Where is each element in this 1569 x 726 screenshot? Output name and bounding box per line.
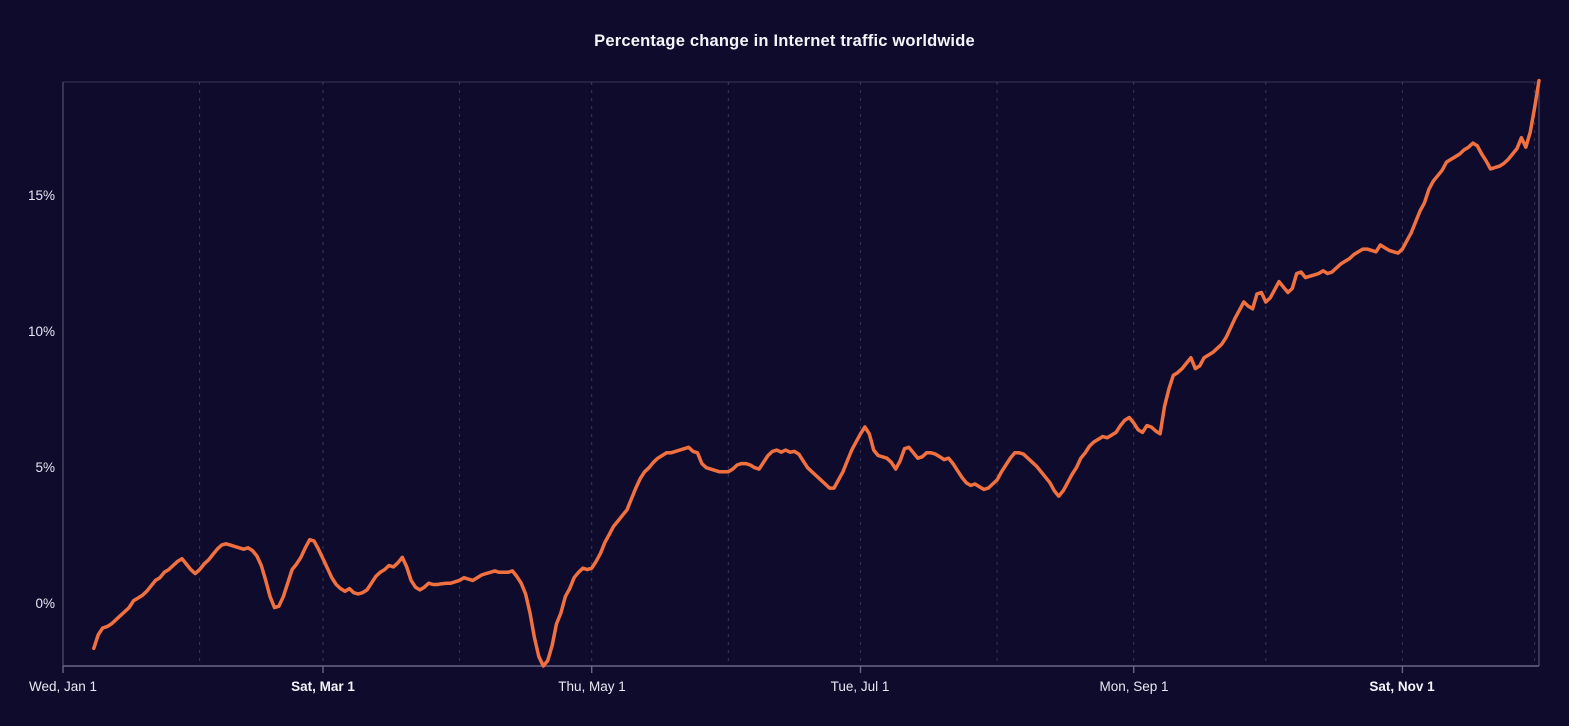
x-tick-label: Sat, Mar 1 xyxy=(291,679,355,694)
x-tick-label: Thu, May 1 xyxy=(558,679,626,694)
y-tick-label: 15% xyxy=(27,188,55,203)
traffic-line-series[interactable] xyxy=(92,78,1541,668)
plot-borders xyxy=(62,81,1540,667)
x-tick-label: Mon, Sep 1 xyxy=(1099,679,1169,694)
y-tick-label: 0% xyxy=(35,596,55,611)
x-tick-label: Tue, Jul 1 xyxy=(830,679,890,694)
y-tick-label: 10% xyxy=(27,324,55,339)
x-tick-label: Wed, Jan 1 xyxy=(28,679,98,694)
x-tick-label: Sat, Nov 1 xyxy=(1369,679,1435,694)
month-gridlines xyxy=(199,82,1536,666)
x-axis-ticks xyxy=(62,666,1404,673)
chart-title: Percentage change in Internet traffic wo… xyxy=(594,32,975,50)
y-tick-label: 5% xyxy=(35,460,55,475)
